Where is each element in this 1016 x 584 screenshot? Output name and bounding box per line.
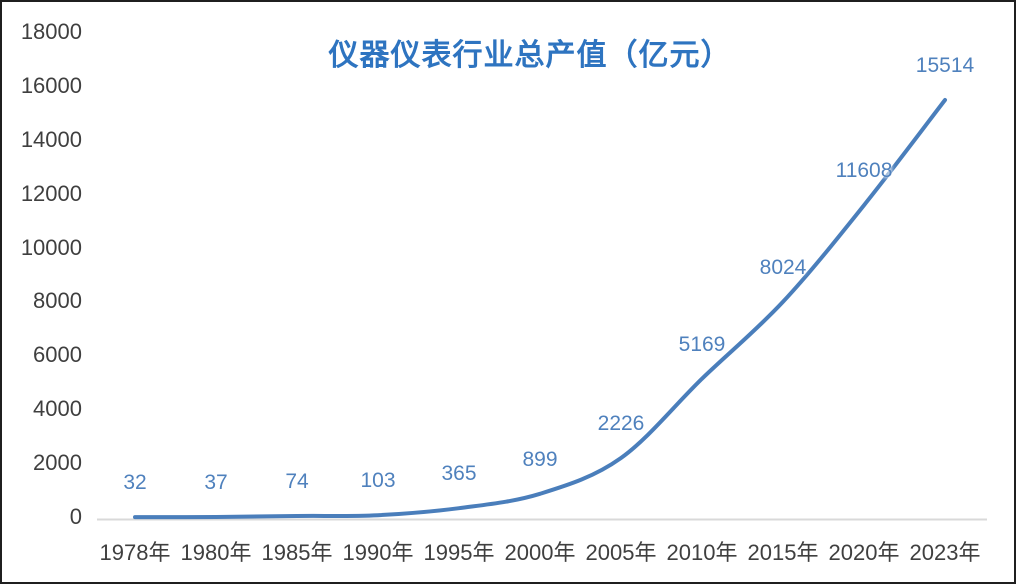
data-label: 8024 <box>759 255 807 279</box>
data-label: 74 <box>285 470 309 493</box>
y-tick-label: 18000 <box>20 19 82 44</box>
x-tick-label: 1978年 <box>99 540 171 565</box>
x-tick-label: 1985年 <box>261 540 333 565</box>
x-tick-label: 1995年 <box>423 540 495 565</box>
data-label: 5169 <box>678 332 726 356</box>
data-label: 899 <box>522 447 558 471</box>
data-label: 37 <box>204 471 228 494</box>
x-tick-label: 2000年 <box>504 540 576 565</box>
data-label: 15514 <box>915 53 975 77</box>
x-tick-label: 2010年 <box>666 540 738 565</box>
data-label: 365 <box>441 462 477 486</box>
x-tick-label: 2020年 <box>828 540 900 565</box>
y-tick-label: 10000 <box>20 234 82 260</box>
x-tick-label: 1980年 <box>180 540 252 565</box>
data-label: 103 <box>360 469 396 493</box>
y-tick-label: 2000 <box>33 450 82 476</box>
series-line <box>133 98 947 520</box>
x-tick-label: 2015年 <box>747 540 819 565</box>
x-tick-label: 2023年 <box>909 540 981 565</box>
y-tick-label: 12000 <box>20 180 82 206</box>
y-tick-label: 8000 <box>33 288 82 314</box>
x-tick-label: 1990年 <box>342 540 414 565</box>
data-label: 11608 <box>835 159 893 183</box>
x-tick-label: 2005年 <box>585 540 657 565</box>
chart-title: 仪器仪表行业总产值（亿元） <box>328 39 732 72</box>
y-tick-label: 16000 <box>20 72 82 98</box>
data-label: 32 <box>123 471 147 495</box>
y-tick-label: 4000 <box>33 396 82 422</box>
data-label: 2226 <box>597 412 645 436</box>
y-tick-label: 0 <box>69 504 82 529</box>
y-tick-label: 6000 <box>33 342 82 368</box>
y-tick-label: 14000 <box>20 126 82 152</box>
